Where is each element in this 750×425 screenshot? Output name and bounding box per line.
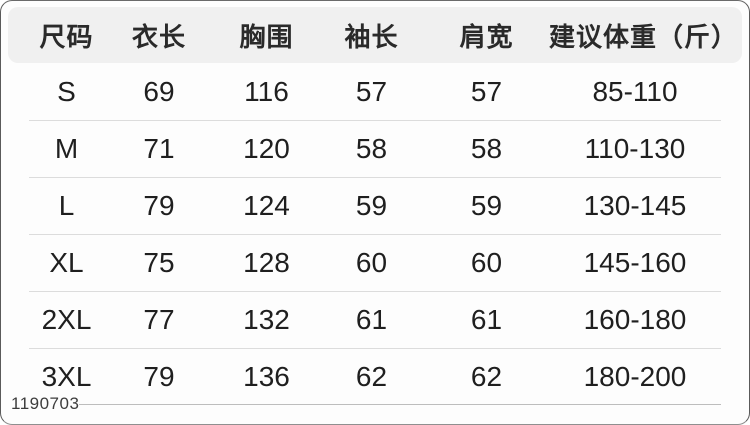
watermark-number: 1190703: [11, 394, 80, 413]
header-shoulder-width: 肩宽: [459, 21, 514, 52]
suggested-weight: 85-110: [592, 75, 678, 107]
header-suggested-weight: 建议体重（斤）: [549, 21, 739, 52]
table-header-row: 尺码 衣长 胸围 袖长 肩宽 建议体重（斤）: [29, 7, 737, 63]
table-body: S 69 116 57 57 85-110 M 71 120 58 58 110…: [29, 63, 721, 405]
chest: 116: [244, 75, 289, 107]
shoulder-width: 57: [470, 75, 503, 107]
suggested-weight: 110-130: [584, 133, 686, 164]
chest: 120: [243, 133, 290, 164]
shoulder-width: 58: [470, 133, 503, 164]
sleeve-length: 60: [355, 247, 388, 278]
shoulder-width: 61: [470, 304, 503, 335]
sleeve-length: 61: [355, 304, 388, 335]
garment-length: 75: [143, 247, 175, 278]
garment-length: 71: [143, 133, 175, 164]
sleeve-length: 57: [355, 75, 388, 107]
table-row-m: M 71 120 58 58 110-130: [29, 120, 721, 177]
size-label: 3XL: [41, 361, 92, 392]
chest: 128: [243, 247, 290, 278]
size-label: S: [57, 75, 76, 107]
garment-length: 79: [143, 190, 175, 221]
table-header-band: 尺码 衣长 胸围 袖长 肩宽 建议体重（斤）: [8, 7, 742, 63]
suggested-weight: 130-145: [583, 190, 687, 221]
size-label: 2XL: [41, 304, 92, 335]
bottom-rule-line: [79, 403, 721, 405]
table-row-xl: XL 75 128 60 60 145-160: [29, 234, 721, 291]
table-row-2xl: 2XL 77 132 61 61 160-180: [29, 291, 721, 348]
sleeve-length: 58: [355, 133, 388, 164]
chest: 132: [243, 304, 290, 335]
suggested-weight: 145-160: [583, 247, 687, 278]
size-label: XL: [49, 247, 84, 278]
header-chest: 胸围: [239, 21, 294, 52]
size-label: L: [58, 190, 75, 221]
suggested-weight: 160-180: [583, 304, 687, 335]
shoulder-width: 62: [470, 361, 503, 392]
sleeve-length: 59: [355, 190, 388, 221]
header-size: 尺码: [39, 21, 94, 52]
garment-length: 79: [143, 361, 175, 392]
header-garment-length: 衣长: [131, 21, 186, 52]
table-row-l: L 79 124 59 59 130-145: [29, 177, 721, 234]
sleeve-length: 62: [355, 361, 388, 392]
chest: 124: [243, 190, 290, 221]
table-footer: 1190703: [11, 394, 721, 414]
shoulder-width: 59: [470, 190, 503, 221]
table-row-s: S 69 116 57 57 85-110: [29, 63, 721, 120]
header-sleeve-length: 袖长: [344, 21, 399, 52]
chest: 136: [243, 361, 290, 392]
suggested-weight: 180-200: [583, 361, 687, 392]
garment-length: 69: [143, 75, 175, 107]
size-label: M: [54, 133, 79, 164]
shoulder-width: 60: [470, 247, 503, 278]
garment-length: 77: [143, 304, 175, 335]
table-row-3xl: 3XL 79 136 62 62 180-200: [29, 348, 721, 405]
